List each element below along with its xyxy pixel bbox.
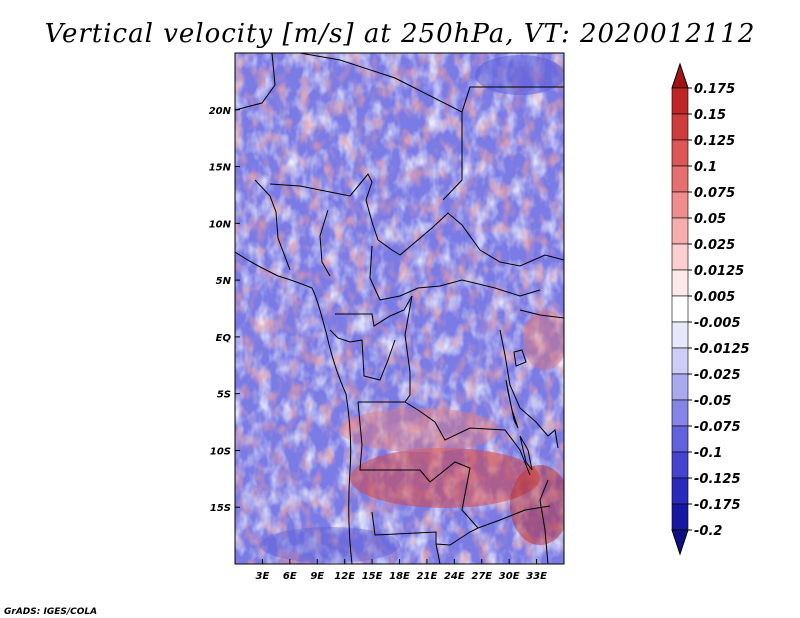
updraft-region-southeast: [510, 465, 564, 545]
y-tick-label: 10N: [209, 219, 232, 230]
lake-outline: [505, 379, 519, 429]
boundary: [235, 53, 276, 111]
x-tick-label: 12E: [334, 571, 355, 582]
colorbar-label: -0.125: [694, 472, 741, 487]
colorbar-label: -0.05: [694, 394, 731, 409]
colorbar-swatch: [671, 269, 689, 297]
updraft-band: [340, 408, 500, 452]
colorbar-label: -0.075: [694, 420, 741, 435]
boundary: [349, 173, 379, 241]
coastline: [235, 251, 353, 564]
boundary: [299, 53, 463, 201]
colorbar-label: 0.125: [694, 134, 735, 149]
x-tick-label: 15E: [362, 571, 383, 582]
x-tick-label: 33E: [526, 571, 547, 582]
x-tick-label: 18E: [389, 571, 410, 582]
colorbar-label: 0.1: [694, 160, 717, 175]
y-tick-label: 15S: [210, 503, 231, 514]
colorbar-swatch: [671, 399, 689, 427]
x-tick-label: 24E: [444, 571, 465, 582]
boundary: [358, 295, 413, 403]
x-tick-label: 9E: [310, 571, 324, 582]
boundary: [329, 329, 396, 381]
colorbar-label: 0.175: [694, 82, 735, 97]
y-tick-label: 5N: [216, 276, 232, 287]
boundary: [335, 295, 413, 327]
colorbar-swatch: [671, 477, 689, 505]
boundary: [404, 401, 531, 476]
colorbar-swatch: [671, 191, 689, 219]
boundary: [429, 461, 551, 529]
y-axis: 20N 15N 10N 5N EQ 5S 10S 15S: [209, 106, 240, 514]
colorbar-label: -0.2: [694, 524, 722, 539]
colorbar-swatch: [671, 503, 689, 531]
boundary: [269, 183, 351, 197]
colorbar-swatch: [671, 425, 689, 453]
colorbar-swatch: [671, 139, 689, 167]
boundary: [499, 329, 559, 449]
x-tick-label: 27E: [471, 571, 492, 582]
colorbar-label: 0.075: [694, 186, 735, 201]
y-tick-label: 20N: [209, 106, 232, 117]
colorbar-label: -0.175: [694, 498, 741, 513]
colorbar-label: -0.025: [694, 368, 741, 383]
updraft-region-east: [523, 310, 564, 370]
colorbar-label: -0.0125: [694, 342, 750, 357]
x-tick-label: 6E: [283, 571, 297, 582]
colorbar-label: 0.005: [694, 290, 735, 305]
x-tick-label: 3E: [256, 571, 270, 582]
colorbar-arrow-top: [671, 62, 689, 89]
x-axis: 3E 6E 9E 12E 15E 18E 21E 24E 27E 30E 33E: [256, 559, 547, 582]
boundary: [254, 179, 291, 271]
colorbar-swatch: [671, 321, 689, 349]
colorbar-swatch: [671, 217, 689, 245]
colorbar: 0.175 0.15 0.125 0.1 0.075 0.05 0.025 0.0125 0.0…: [671, 62, 750, 556]
boundary: [377, 212, 564, 267]
updraft-region-south: [350, 448, 540, 508]
x-tick-label: 30E: [499, 571, 520, 582]
colorbar-swatch: [671, 165, 689, 193]
grads-credit: GrADS: IGES/COLA: [4, 607, 97, 617]
colorbar-label: 0.0125: [694, 264, 744, 279]
colorbar-swatch: [671, 295, 689, 323]
x-tick-label: 21E: [417, 571, 438, 582]
colorbar-swatch: [671, 373, 689, 401]
lake-outline: [513, 349, 527, 367]
boundary: [435, 543, 441, 564]
colorbar-label: -0.005: [694, 316, 741, 331]
lake-outline: [519, 435, 533, 471]
chart-title: Vertical velocity [m/s] at 250hPa, VT: 2…: [45, 19, 756, 49]
colorbar-swatch: [671, 451, 689, 479]
map-area: [235, 53, 564, 564]
boundary: [357, 401, 431, 483]
colorbar-label: 0.05: [694, 212, 726, 227]
y-tick-label: EQ: [216, 333, 232, 344]
colorbar-swatch: [671, 347, 689, 375]
colorbar-swatch: [671, 87, 689, 115]
boundary: [461, 86, 564, 113]
boundary: [319, 209, 331, 277]
colorbar-label: 0.15: [694, 108, 726, 123]
colorbar-swatch: [671, 243, 689, 271]
colorbar-arrow-bottom: [671, 529, 689, 556]
boundary: [539, 479, 549, 564]
y-tick-label: 10S: [210, 446, 231, 457]
colorbar-swatch: [671, 113, 689, 141]
boundary: [369, 245, 541, 301]
colorbar-label: -0.1: [694, 446, 722, 461]
country-boundaries: [235, 53, 564, 564]
boundary: [519, 309, 564, 319]
y-tick-label: 5S: [217, 390, 231, 401]
downdraft-region-northeast: [475, 55, 564, 95]
colorbar-label: 0.025: [694, 238, 735, 253]
y-tick-label: 15N: [209, 163, 232, 174]
downdraft-region-southwest: [260, 527, 400, 563]
